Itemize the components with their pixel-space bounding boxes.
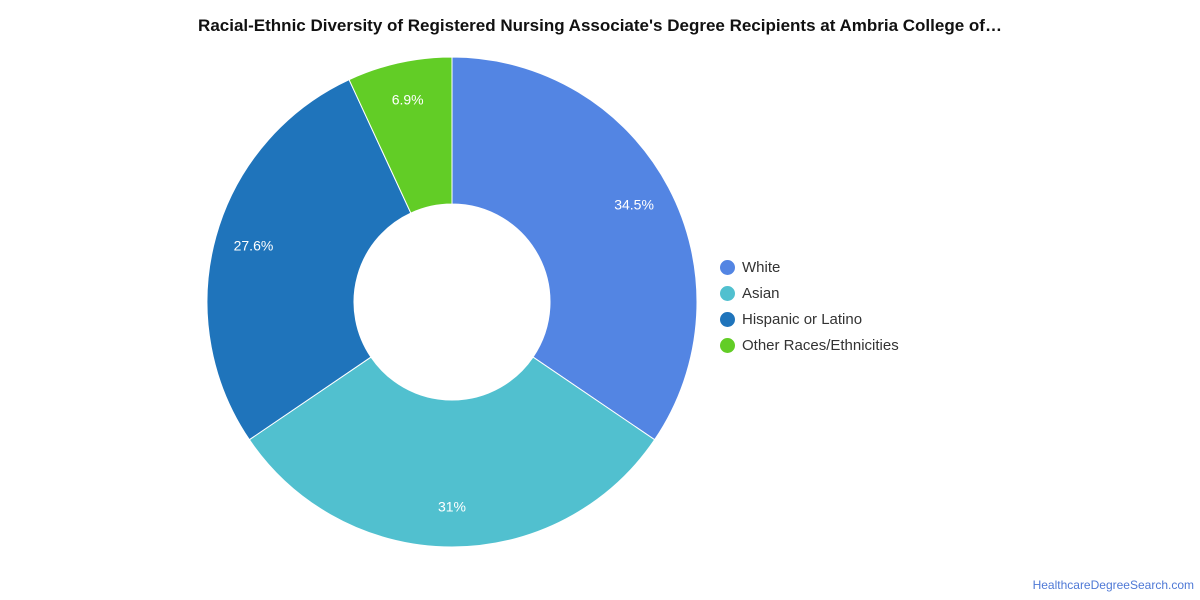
slice-label-asian: 31% — [438, 499, 466, 515]
legend-item-hispanic-or-latino[interactable]: Hispanic or Latino — [720, 306, 899, 332]
legend-label-white: White — [742, 258, 781, 276]
legend-swatch-other-races-ethnicities — [720, 337, 735, 353]
legend-swatch-white — [720, 259, 735, 275]
slice-asian[interactable] — [248, 356, 656, 548]
legend-label-other-races-ethnicities: Other Races/Ethnicities — [742, 336, 899, 354]
slice-white[interactable] — [451, 56, 698, 441]
legend-swatch-asian — [720, 285, 735, 301]
slice-label-hispanic-or-latino: 27.6% — [234, 238, 274, 254]
slice-label-white: 34.5% — [614, 196, 654, 212]
slice-other-races-ethnicities[interactable] — [348, 56, 453, 214]
donut-slices — [206, 56, 698, 548]
source-credit-link[interactable]: HealthcareDegreeSearch.com — [1032, 578, 1194, 592]
slice-label-other-races-ethnicities: 6.9% — [392, 92, 424, 108]
slice-hispanic-or-latino[interactable] — [206, 79, 412, 441]
legend-item-other-races-ethnicities[interactable]: Other Races/Ethnicities — [720, 332, 899, 358]
chart-title: Racial-Ethnic Diversity of Registered Nu… — [198, 16, 1002, 35]
legend-label-hispanic-or-latino: Hispanic or Latino — [742, 310, 863, 328]
legend-label-asian: Asian — [742, 284, 780, 302]
legend-item-asian[interactable]: Asian — [720, 280, 899, 306]
legend: White Asian Hispanic or Latino Other Rac… — [720, 254, 899, 358]
legend-item-white[interactable]: White — [720, 254, 899, 280]
legend-swatch-hispanic-or-latino — [720, 311, 735, 327]
slice-labels: 34.5% 31% 27.6% 6.9% — [234, 92, 654, 515]
